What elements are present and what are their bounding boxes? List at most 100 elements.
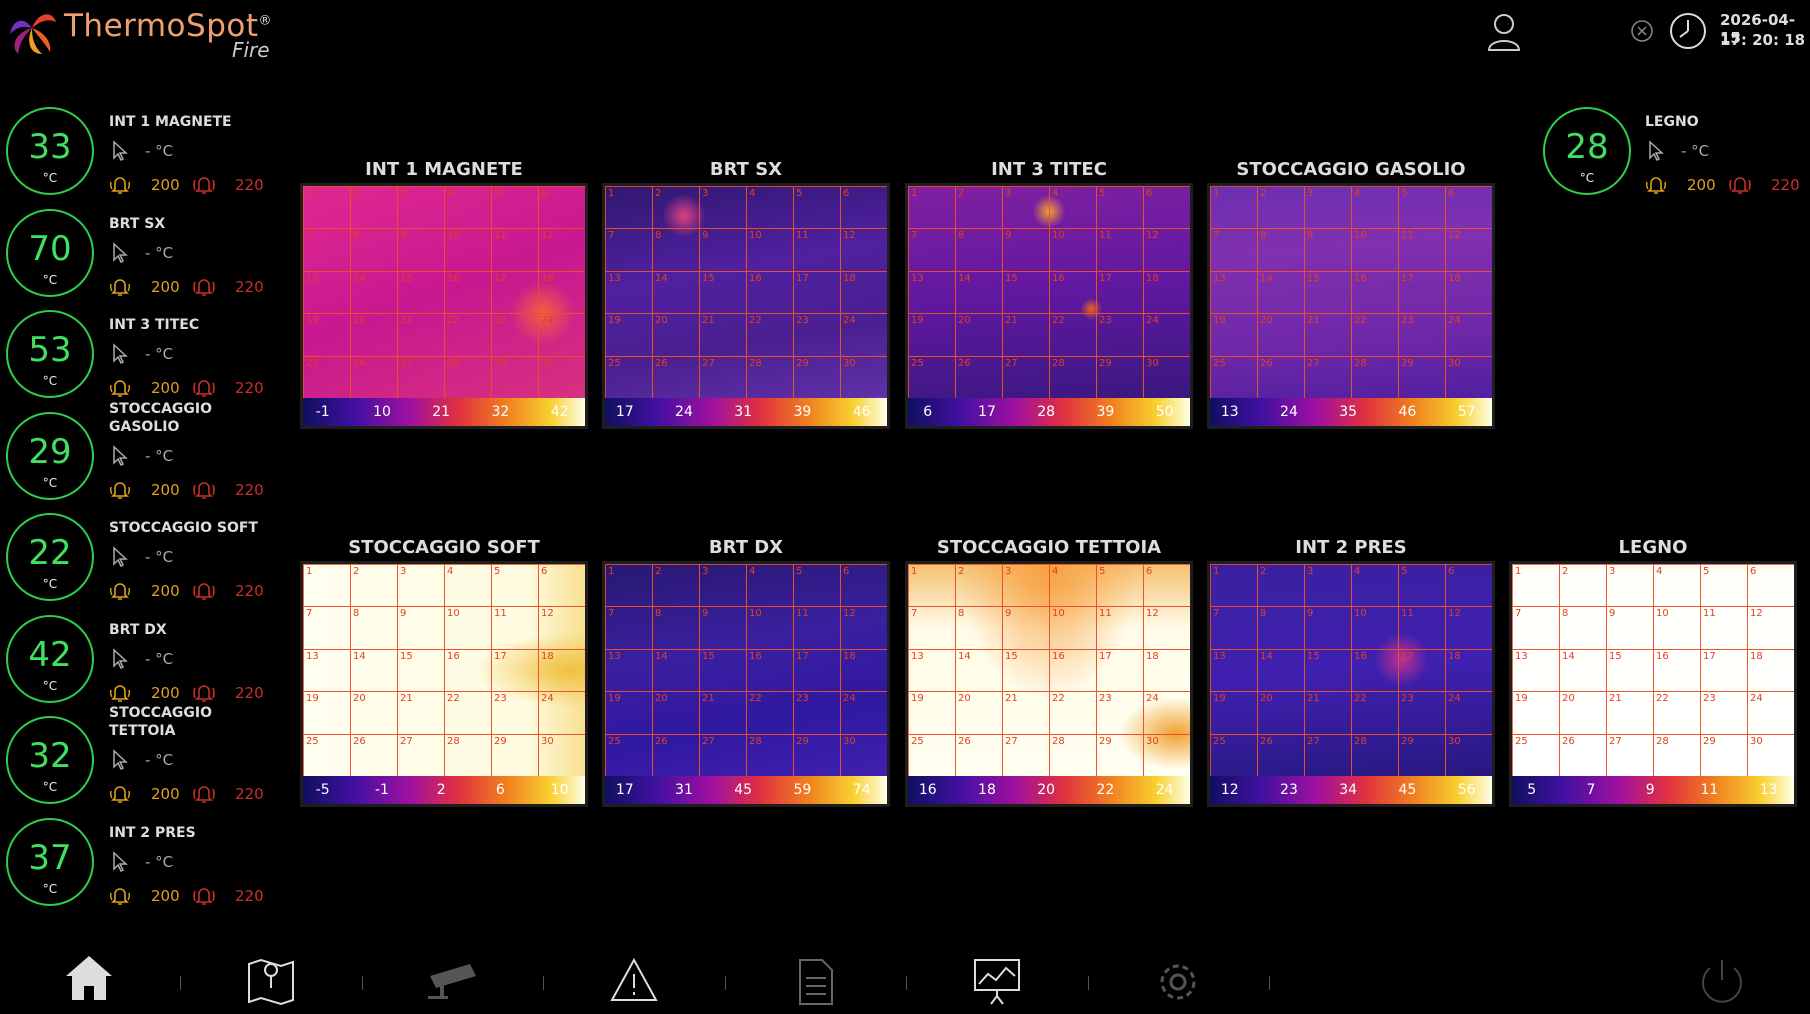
color-scale: 13 24 35 46 57 — [1210, 398, 1492, 426]
alarm-bell — [193, 786, 215, 803]
grid-cell-label: 2 — [955, 564, 1003, 608]
grid-cell-label: 20 — [1257, 313, 1305, 357]
sensor-unit: °C — [42, 171, 58, 185]
warning-bell — [1645, 177, 1667, 194]
camera-panel[interactable]: 1 2 3 4 5 6 7 8 9 10 11 12 13 14 15 16 17 18 19 20 21 22 23 24 2… — [1509, 561, 1797, 807]
camera-panel[interactable]: 1 2 3 4 5 6 7 8 9 10 11 12 13 14 15 16 17 18 19 20 21 22 23 24 2… — [1207, 561, 1495, 807]
logo-icon — [10, 14, 56, 54]
grid-cell-label: 7 — [1512, 606, 1560, 650]
grid-cell-label: 16 — [1351, 270, 1399, 315]
warning-threshold: 200 — [151, 277, 180, 296]
camera-panel[interactable]: 1 2 3 4 5 6 7 8 9 10 11 12 13 14 15 16 17 18 19 20 21 22 23 24 2… — [905, 183, 1193, 429]
sensor-unit: °C — [42, 678, 58, 693]
grid-cell-label: 6 — [1143, 186, 1190, 230]
warning-bell — [109, 786, 131, 803]
user-button[interactable] — [1486, 12, 1522, 52]
grid-cell-label: 24 — [538, 313, 585, 357]
camera-button[interactable] — [428, 964, 476, 999]
sensor-gauge: 70 °C — [6, 208, 94, 297]
grid-cell-label: 23 — [1700, 691, 1748, 735]
scale-label: 74 — [852, 782, 871, 798]
grid-cell-label: 16 — [444, 270, 492, 315]
scale-label: 17 — [615, 782, 634, 798]
scale-label: 45 — [1398, 782, 1417, 798]
brand: ThermoSpot® — [64, 8, 272, 44]
home-button[interactable] — [66, 956, 112, 1000]
grid-cell-label: 16 — [444, 648, 492, 693]
grid-cell-label: 30 — [538, 355, 585, 398]
grid-cell-label: 10 — [1653, 606, 1701, 650]
sensor-name: BRT DX — [109, 621, 167, 638]
grid-cell-label: 7 — [908, 606, 956, 650]
grid-cell-label: 19 — [605, 691, 653, 735]
grid-cell-label: 24 — [840, 313, 887, 357]
scale-label: 20 — [1037, 782, 1056, 798]
grid-cell-label: 29 — [793, 355, 841, 398]
grid-cell-label: 14 — [1257, 270, 1305, 315]
scale-label: 13 — [1220, 404, 1239, 420]
grid-cell-label: 2 — [652, 564, 700, 608]
sensor-gauge: 22 °C — [6, 513, 94, 601]
camera-panel[interactable]: 1 2 3 4 5 6 7 8 9 10 11 12 13 14 15 16 17 18 19 20 21 22 23 24 2… — [1207, 183, 1495, 429]
clock-icon — [1670, 13, 1706, 49]
grid-cell-label: 28 — [746, 355, 794, 398]
grid-cell-label: 4 — [1351, 564, 1399, 608]
grid-cell-label: 19 — [303, 691, 351, 735]
reports-button[interactable] — [799, 959, 833, 1005]
grid-cell-label: 5 — [1096, 186, 1144, 230]
cursor-icon — [113, 343, 128, 365]
grid-cell-label: 9 — [1304, 606, 1352, 650]
grid-cell-label: 7 — [605, 606, 653, 650]
camera-panel[interactable]: 1 2 3 4 5 6 7 8 9 10 11 12 13 14 15 16 17 18 19 20 21 22 23 24 2… — [602, 183, 890, 429]
thermal-image: 1 2 3 4 5 6 7 8 9 10 11 12 13 14 15 16 17 18 19 20 21 22 23 24 2… — [303, 564, 585, 776]
grid-cell-label: 30 — [1143, 355, 1190, 398]
grid-cell-label: 17 — [793, 270, 841, 315]
cursor-icon — [1649, 140, 1664, 162]
grid-cell-label: 1 — [303, 564, 351, 608]
camera-panel[interactable]: 1 2 3 4 5 6 7 8 9 10 11 12 13 14 15 16 17 18 19 20 21 22 23 24 2… — [905, 561, 1193, 807]
alarms-button[interactable] — [610, 957, 658, 1001]
camera-panel[interactable]: 1 2 3 4 5 6 7 8 9 10 11 12 13 14 15 16 17 18 19 20 21 22 23 24 2… — [602, 561, 890, 807]
grid-cell-label: 8 — [955, 228, 1003, 272]
grid-cell-label: 25 — [908, 355, 956, 398]
cursor-icon — [113, 546, 128, 568]
settings-button[interactable] — [1160, 964, 1196, 1000]
grid-cell-label: 9 — [1304, 228, 1352, 272]
cursor-icon — [113, 850, 128, 872]
thermal-image: 1 2 3 4 5 6 7 8 9 10 11 12 13 14 15 16 17 18 19 20 21 22 23 24 2… — [605, 186, 887, 398]
grid-cell-label: 3 — [1002, 186, 1050, 230]
grid-cell-label: 20 — [955, 313, 1003, 357]
grid-cell-label: 6 — [840, 186, 887, 230]
map-button[interactable] — [248, 958, 294, 1006]
grid-cell-label: 27 — [397, 733, 445, 776]
grid-cell-label: 5 — [793, 186, 841, 230]
camera-panel[interactable]: 1 2 3 4 5 6 7 8 9 10 11 12 13 14 15 16 17 18 19 20 21 22 23 24 2… — [300, 183, 588, 429]
grid-cell-label: 8 — [1257, 228, 1305, 272]
grid-cell-label: 13 — [1512, 648, 1560, 693]
grid-cell-label: 24 — [1445, 313, 1492, 357]
camera-panel[interactable]: 1 2 3 4 5 6 7 8 9 10 11 12 13 14 15 16 17 18 19 20 21 22 23 24 2… — [300, 561, 588, 807]
alarm-threshold: 220 — [235, 582, 264, 600]
grid-cell-label: 12 — [1143, 228, 1190, 272]
power-button[interactable] — [1702, 960, 1742, 1003]
grid-cell-label: 18 — [1143, 270, 1190, 315]
grid-cell-label: 24 — [1143, 313, 1190, 357]
scale-label: 18 — [978, 782, 996, 798]
scale-label: -1 — [374, 782, 389, 798]
cursor-icon — [113, 749, 128, 771]
grid-cell-label: 18 — [538, 648, 585, 693]
alarm-threshold: 220 — [235, 480, 264, 499]
grid-cell-label: 11 — [793, 228, 841, 272]
sensor-value: 22 — [28, 533, 72, 573]
grid-cell-label: 8 — [350, 606, 398, 650]
grid-cell-label: 24 — [538, 691, 585, 735]
grid-cell-label: 4 — [444, 564, 492, 608]
grid-cell-label: 14 — [350, 648, 398, 693]
grid-cell-label: 3 — [1304, 186, 1352, 230]
sensor-name: STOCCAGGIO GASOLIO — [109, 400, 213, 435]
close-button[interactable] — [1630, 19, 1654, 43]
grid-cell-label: 24 — [1747, 691, 1794, 735]
trends-button[interactable] — [974, 959, 1020, 1005]
grid-cell-label: 30 — [840, 355, 887, 398]
